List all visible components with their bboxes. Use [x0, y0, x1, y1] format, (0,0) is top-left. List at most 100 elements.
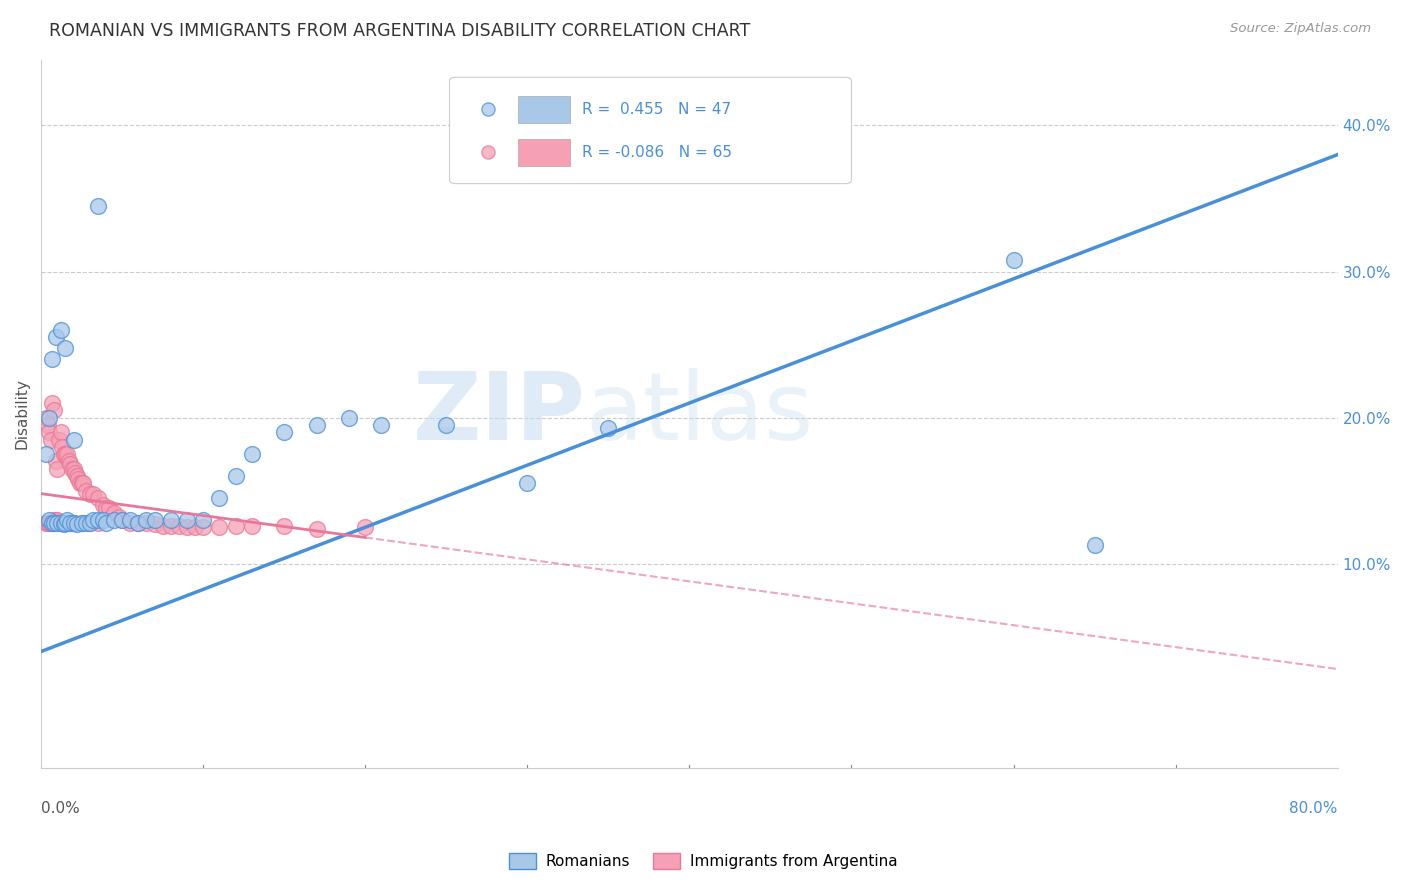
Point [41, 396, 63, 410]
Point [87, 516, 110, 530]
FancyBboxPatch shape [519, 139, 569, 166]
Point [225, 518, 247, 533]
Point [225, 469, 247, 483]
Point [55, 447, 77, 461]
Point [103, 513, 125, 527]
Point [59, 516, 82, 530]
Point [135, 516, 157, 530]
Point [48, 433, 70, 447]
Point [39, 516, 62, 530]
Point [434, 417, 457, 432]
Point [240, 447, 263, 461]
Point [38, 516, 60, 530]
Point [120, 513, 142, 527]
Point [41, 516, 63, 530]
Point [56, 447, 79, 461]
Point [42, 513, 65, 527]
Point [35, 447, 58, 461]
Point [51, 440, 73, 454]
Point [49, 516, 72, 530]
Point [52, 517, 75, 532]
Point [143, 513, 166, 527]
Point [45, 454, 67, 468]
Point [38, 410, 60, 425]
Point [66, 517, 89, 532]
Point [63, 466, 86, 480]
Point [273, 425, 295, 440]
Point [108, 510, 131, 524]
Point [176, 520, 198, 534]
Point [120, 516, 142, 530]
Point [62, 516, 84, 530]
Point [135, 513, 157, 527]
Point [59, 458, 82, 472]
Point [91, 499, 114, 513]
Point [46, 513, 69, 527]
Point [79, 516, 101, 530]
Point [49, 323, 72, 337]
Point [354, 520, 377, 534]
Point [66, 469, 89, 483]
Point [167, 518, 190, 533]
Point [42, 516, 65, 530]
Point [56, 513, 79, 527]
Text: 0.0%: 0.0% [41, 800, 80, 815]
Point [82, 486, 104, 500]
Point [46, 516, 69, 530]
Text: R = -0.086   N = 65: R = -0.086 N = 65 [582, 145, 731, 160]
Point [35, 516, 58, 530]
Point [60, 462, 83, 476]
FancyBboxPatch shape [450, 78, 852, 184]
Point [598, 421, 620, 435]
Point [37, 417, 59, 432]
Point [55, 516, 77, 530]
Point [193, 513, 215, 527]
Point [62, 433, 84, 447]
Point [42, 403, 65, 417]
Point [79, 516, 101, 530]
Point [87, 199, 110, 213]
Point [70, 476, 93, 491]
Point [55, 516, 77, 530]
Point [127, 516, 149, 530]
Point [37, 516, 59, 530]
Point [59, 516, 82, 530]
Point [127, 516, 149, 530]
Text: 80.0%: 80.0% [1289, 800, 1337, 815]
Point [79, 486, 101, 500]
Point [45, 513, 67, 527]
Point [111, 513, 134, 527]
Point [39, 433, 62, 447]
Text: Source: ZipAtlas.com: Source: ZipAtlas.com [1230, 22, 1371, 36]
Point [55, 341, 77, 355]
Point [41, 516, 63, 530]
Text: ROMANIAN VS IMMIGRANTS FROM ARGENTINA DISABILITY CORRELATION CHART: ROMANIAN VS IMMIGRANTS FROM ARGENTINA DI… [49, 22, 751, 40]
Point [1083, 538, 1105, 552]
Point [208, 520, 231, 534]
Point [337, 410, 360, 425]
Point [45, 330, 67, 344]
Point [35, 410, 58, 425]
Point [176, 513, 198, 527]
Point [76, 483, 98, 498]
Point [305, 417, 328, 432]
Point [152, 518, 174, 533]
Point [159, 513, 181, 527]
Point [38, 425, 60, 440]
Point [58, 454, 80, 468]
Point [62, 462, 84, 476]
Point [103, 506, 125, 520]
Point [62, 516, 84, 530]
Y-axis label: Disability: Disability [15, 378, 30, 450]
Point [72, 476, 94, 491]
Point [49, 516, 72, 530]
Point [67, 472, 90, 486]
Point [87, 491, 110, 505]
Point [305, 522, 328, 536]
Text: atlas: atlas [586, 368, 814, 460]
Point [38, 513, 60, 527]
Point [273, 518, 295, 533]
Point [76, 516, 98, 530]
Point [69, 476, 91, 491]
Point [370, 417, 392, 432]
